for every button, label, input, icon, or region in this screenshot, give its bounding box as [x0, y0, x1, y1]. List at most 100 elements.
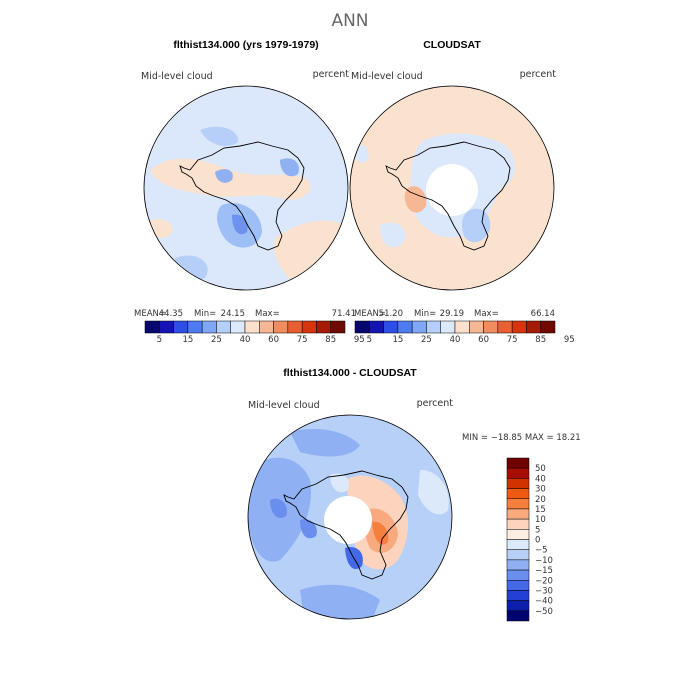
colorbar-swatch — [144, 320, 160, 334]
panel-obs-title: CLOUDSAT — [423, 39, 481, 51]
obs-missing-region — [426, 164, 478, 216]
colorbar-swatch — [506, 610, 530, 622]
colorbar-tick-label: 30 — [535, 485, 546, 495]
diff-blob — [300, 519, 317, 539]
model-blob — [200, 126, 239, 146]
colorbar-tick-label: 0 — [535, 536, 540, 546]
colorbar-swatch — [411, 320, 427, 334]
obs-blob — [380, 222, 406, 248]
colorbar-swatch — [506, 508, 530, 520]
colorbar-tick-label: −10 — [535, 556, 553, 566]
obs-mean-value: 51.20 — [379, 309, 403, 319]
panel-diff-variable: Mid-level cloud — [248, 400, 320, 411]
diff-blob — [290, 428, 360, 457]
model-max-label: Max= — [255, 309, 280, 319]
colorbar-tick-label: 5 — [157, 335, 162, 345]
panel-diff: flthist134.000 - CLOUDSAT Mid-level clou… — [247, 367, 581, 620]
colorbar-tick-label: 95 — [564, 335, 575, 345]
panel-model-variable: Mid-level cloud — [141, 71, 213, 82]
colorbar-swatch — [497, 320, 513, 334]
colorbar-swatch — [506, 467, 530, 479]
colorbar-swatch — [506, 518, 530, 530]
colorbar-swatch — [259, 320, 274, 334]
colorbar-model: 5 15 25 40 60 75 85 95 — [144, 320, 365, 345]
colorbar-swatch — [511, 320, 527, 334]
panel-model-title: flthist134.000 (yrs 1979-1979) — [173, 39, 318, 51]
antarctica-coastline — [179, 141, 305, 251]
colorbar-swatch — [506, 539, 530, 550]
colorbar-tick-label: 25 — [211, 335, 222, 345]
colorbar-tick-label: 20 — [535, 495, 546, 505]
colorbar-swatch — [469, 320, 484, 334]
colorbar-tick-label: 25 — [421, 335, 432, 345]
obs-max-label: Max= — [474, 309, 499, 319]
obs-min-value: 29.19 — [440, 309, 464, 319]
model-blob — [232, 214, 248, 235]
colorbar-tick-label: 15 — [392, 335, 403, 345]
colorbar-tick-label: 10 — [535, 515, 546, 525]
colorbar-obs: 5 15 25 40 60 75 85 95 — [354, 320, 575, 345]
colorbar-tick-label: 5 — [367, 335, 372, 345]
colorbar-swatch — [301, 320, 317, 334]
colorbar-tick-label: −40 — [535, 597, 553, 607]
colorbar-tick-label: 40 — [535, 474, 546, 484]
diff-missing-region — [324, 496, 372, 544]
map-border — [247, 414, 453, 620]
colorbar-tick-label: −20 — [535, 576, 553, 586]
colorbar-swatch — [506, 478, 530, 489]
diff-blob — [270, 498, 287, 519]
colorbar-swatch — [506, 488, 530, 499]
diff-blob — [372, 521, 389, 545]
colorbar-swatch — [426, 320, 441, 334]
obs-mean-label: MEAN= — [354, 309, 386, 319]
colorbar-swatch — [506, 498, 530, 510]
colorbar-swatch — [506, 559, 530, 571]
colorbar-swatch — [506, 549, 530, 561]
colorbar-swatch — [201, 320, 217, 334]
diff-blob — [330, 473, 349, 493]
colorbar-tick-label: 95 — [354, 335, 365, 345]
colorbar-tick-label: 85 — [325, 335, 336, 345]
model-max-value: 71.41 — [332, 309, 356, 319]
panel-obs-variable: Mid-level cloud — [351, 71, 423, 82]
colorbar-swatch — [440, 320, 456, 334]
colorbar-swatch — [316, 320, 331, 334]
panel-obs-units: percent — [520, 69, 557, 80]
colorbar-swatch — [506, 580, 530, 591]
colorbar-tick-label: 60 — [478, 335, 489, 345]
model-blob — [215, 169, 233, 183]
colorbar-swatch — [397, 320, 413, 334]
colorbar-tick-label: 40 — [240, 335, 251, 345]
colorbar-swatch — [369, 320, 384, 334]
panel-obs-map — [350, 86, 554, 290]
colorbar-swatch — [383, 320, 399, 334]
map-border — [143, 85, 349, 291]
diff-minmax-readout: MIN = −18.85 MAX = 18.21 — [462, 433, 581, 443]
colorbar-swatch — [483, 320, 499, 334]
diff-blob — [418, 470, 449, 515]
model-blob — [280, 158, 299, 177]
colorbar-tick-label: 75 — [507, 335, 518, 345]
colorbar-tick-label: 75 — [297, 335, 308, 345]
colorbar-swatch — [454, 320, 470, 334]
colorbar-swatch — [159, 320, 174, 334]
obs-blob — [404, 186, 427, 213]
colorbar-tick-label: −50 — [535, 607, 553, 617]
colorbar-swatch — [330, 320, 346, 334]
panel-diff-units: percent — [417, 398, 454, 409]
colorbar-swatch — [506, 529, 530, 540]
panel-diff-map — [248, 415, 452, 619]
colorbar-tick-label: 60 — [268, 335, 279, 345]
colorbar-tick-label: 50 — [535, 464, 546, 474]
colorbar-swatch — [173, 320, 189, 334]
map-border — [349, 85, 555, 291]
model-mean-label: MEAN= — [134, 309, 166, 319]
model-mean-value: 44.35 — [159, 309, 183, 319]
panel-diff-title: flthist134.000 - CLOUDSAT — [283, 367, 417, 379]
panel-model-units: percent — [313, 69, 350, 80]
colorbar-swatch — [506, 569, 530, 581]
colorbar-tick-label: 40 — [450, 335, 461, 345]
colorbar-tick-label: 85 — [535, 335, 546, 345]
